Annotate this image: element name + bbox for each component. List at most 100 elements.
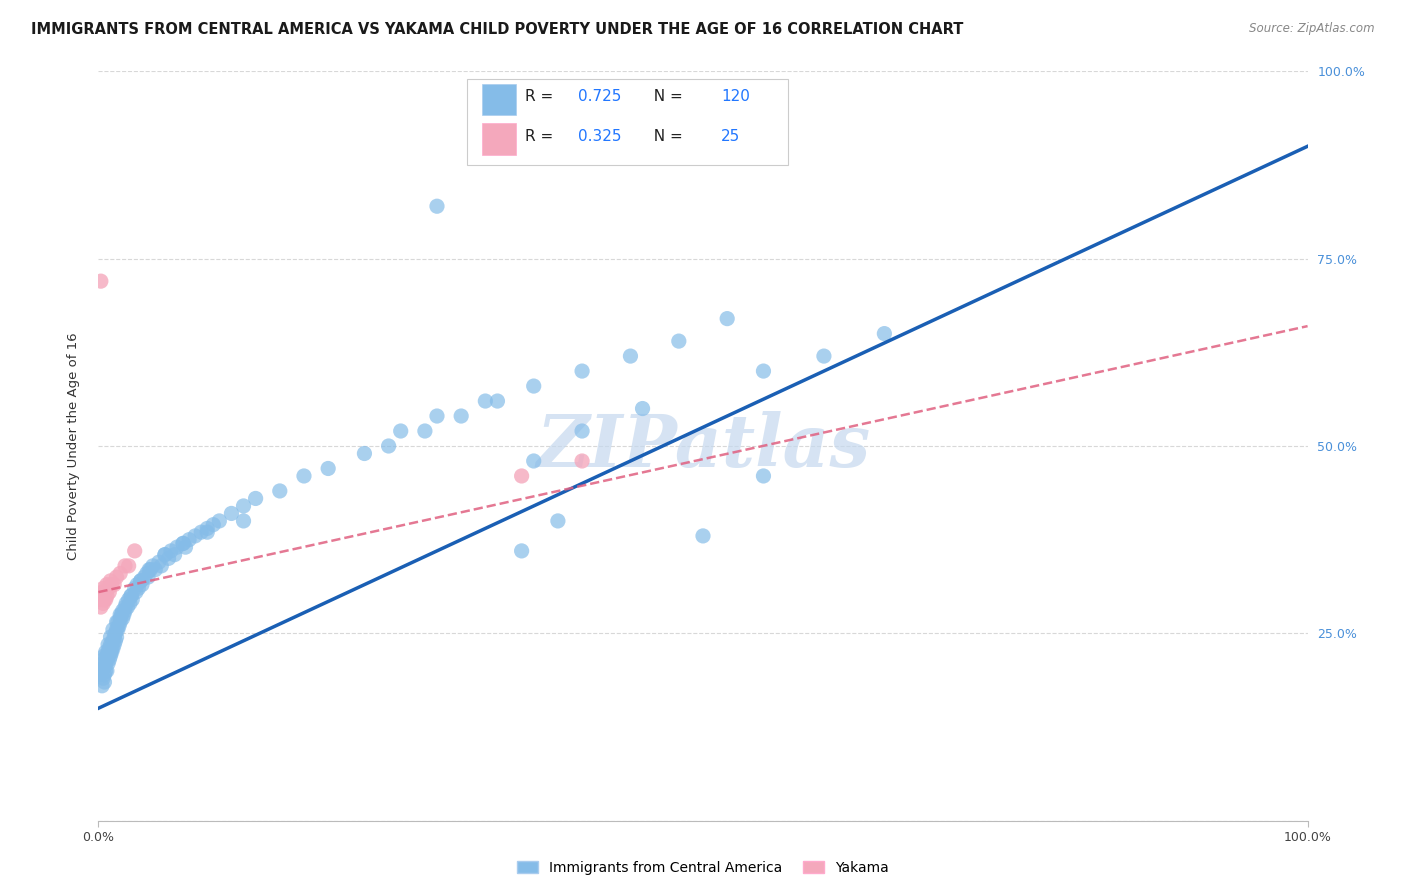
Point	[96, 652, 118, 666]
Point	[104, 633, 127, 648]
Point	[571, 364, 593, 378]
Point	[105, 623, 128, 637]
Point	[100, 645, 122, 659]
Point	[101, 641, 124, 656]
Text: N =: N =	[644, 129, 688, 145]
Text: 120: 120	[721, 88, 749, 103]
Point	[94, 664, 117, 678]
Point	[139, 563, 162, 577]
Text: 25: 25	[721, 129, 741, 145]
Point	[510, 544, 533, 558]
Point	[108, 615, 131, 629]
Point	[98, 585, 121, 599]
Point	[316, 461, 339, 475]
Point	[118, 592, 141, 607]
Y-axis label: Child Poverty Under the Age of 16: Child Poverty Under the Age of 16	[67, 332, 80, 560]
Point	[105, 570, 128, 584]
Bar	[482, 123, 516, 154]
Point	[136, 570, 159, 584]
Point	[103, 630, 125, 644]
Point	[631, 401, 654, 416]
Point	[125, 585, 148, 599]
Point	[486, 394, 509, 409]
Point	[752, 469, 775, 483]
Point	[97, 657, 120, 671]
Point	[269, 483, 291, 498]
Point	[157, 551, 180, 566]
Point	[104, 626, 127, 640]
Point	[208, 514, 231, 528]
Point	[98, 652, 121, 666]
Point	[510, 469, 533, 483]
Text: Source: ZipAtlas.com: Source: ZipAtlas.com	[1250, 22, 1375, 36]
Point	[118, 558, 141, 573]
Point	[131, 577, 153, 591]
Point	[97, 638, 120, 652]
Point	[135, 566, 157, 581]
Point	[100, 630, 122, 644]
Point	[100, 645, 122, 659]
Point	[111, 604, 134, 618]
Point	[94, 657, 117, 671]
Point	[114, 604, 136, 618]
Text: IMMIGRANTS FROM CENTRAL AMERICA VS YAKAMA CHILD POVERTY UNDER THE AGE OF 16 CORR: IMMIGRANTS FROM CENTRAL AMERICA VS YAKAM…	[31, 22, 963, 37]
Point	[160, 544, 183, 558]
Point	[184, 529, 207, 543]
Point	[692, 529, 714, 543]
Point	[150, 558, 173, 573]
Point	[110, 607, 132, 622]
Point	[98, 641, 121, 656]
Bar	[482, 84, 516, 115]
Point	[716, 311, 738, 326]
Point	[179, 533, 201, 547]
Point	[426, 409, 449, 423]
Point	[100, 641, 122, 656]
Point	[91, 585, 114, 599]
Point	[129, 574, 152, 588]
Point	[547, 514, 569, 528]
Point	[114, 600, 136, 615]
Point	[245, 491, 267, 506]
Point	[143, 563, 166, 577]
Point	[413, 424, 436, 438]
Point	[172, 536, 194, 550]
Point	[89, 592, 111, 607]
Point	[142, 558, 165, 573]
Point	[195, 521, 218, 535]
Point	[153, 548, 176, 562]
Legend: Immigrants from Central America, Yakama: Immigrants from Central America, Yakama	[512, 855, 894, 880]
Text: 0.725: 0.725	[578, 88, 621, 103]
Point	[619, 349, 641, 363]
Point	[91, 657, 114, 671]
Point	[138, 563, 160, 577]
Point	[114, 558, 136, 573]
Point	[91, 679, 114, 693]
Point	[97, 582, 120, 596]
Point	[873, 326, 896, 341]
Point	[172, 536, 194, 550]
Point	[112, 607, 135, 622]
Point	[111, 611, 134, 625]
Point	[120, 589, 142, 603]
Point	[90, 589, 112, 603]
Text: R =: R =	[526, 88, 558, 103]
Point	[91, 652, 114, 666]
Point	[108, 566, 131, 581]
Point	[90, 600, 112, 615]
Point	[523, 379, 546, 393]
Point	[93, 592, 115, 607]
Point	[752, 364, 775, 378]
Point	[91, 582, 114, 596]
Text: 0.325: 0.325	[578, 129, 621, 145]
Point	[292, 469, 315, 483]
Point	[668, 334, 690, 348]
Point	[163, 548, 186, 562]
Point	[166, 540, 188, 554]
Point	[103, 638, 125, 652]
Point	[100, 574, 122, 588]
Point	[107, 623, 129, 637]
Point	[91, 671, 114, 685]
Point	[190, 525, 212, 540]
Point	[93, 648, 115, 663]
Point	[96, 648, 118, 663]
